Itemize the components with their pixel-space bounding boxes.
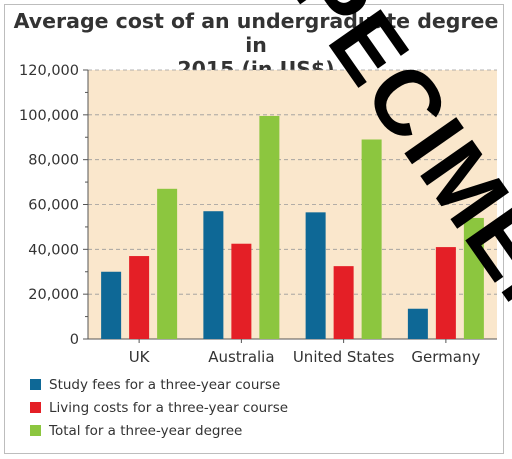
x-tick-label: United States	[293, 348, 395, 366]
bar-germany-3	[463, 217, 484, 339]
legend-swatch	[30, 425, 41, 436]
y-tick-label: 40,000	[28, 242, 79, 258]
bar-australia-1	[203, 211, 224, 339]
legend-label: Total for a three-year degree	[49, 423, 243, 439]
legend-item-total: Total for a three-year degree	[30, 423, 242, 439]
legend-swatch	[30, 379, 41, 390]
x-tick-label: Australia	[208, 348, 274, 366]
bar-uk-3	[157, 188, 178, 339]
bar-uk-2	[129, 256, 150, 339]
y-tick-label: 0	[70, 332, 79, 348]
legend-label: Living costs for a three-year course	[49, 400, 289, 416]
bar-uk-1	[101, 271, 122, 339]
y-tick-label: 20,000	[28, 287, 79, 303]
bar-united-states-2	[333, 266, 354, 339]
y-tick-label: 100,000	[19, 108, 79, 124]
y-tick-label: 60,000	[28, 198, 79, 214]
legend-item-living-costs: Living costs for a three-year course	[30, 400, 288, 416]
x-tick-label: UK	[129, 348, 151, 366]
bar-australia-2	[231, 243, 252, 339]
x-tick-label: Germany	[411, 348, 480, 366]
chart-title-line1: Average cost of an undergraduate degree …	[13, 9, 499, 57]
legend-swatch	[30, 402, 41, 413]
y-tick-label: 120,000	[19, 63, 79, 79]
legend-label: Study fees for a three-year course	[49, 377, 281, 393]
bar-germany-2	[435, 247, 456, 339]
bar-australia-3	[259, 115, 280, 340]
bar-united-states-3	[361, 139, 382, 339]
bar-germany-1	[407, 308, 428, 339]
y-tick-label: 80,000	[28, 153, 79, 169]
legend-item-study-fees: Study fees for a three-year course	[30, 377, 280, 393]
bar-united-states-1	[305, 212, 326, 339]
